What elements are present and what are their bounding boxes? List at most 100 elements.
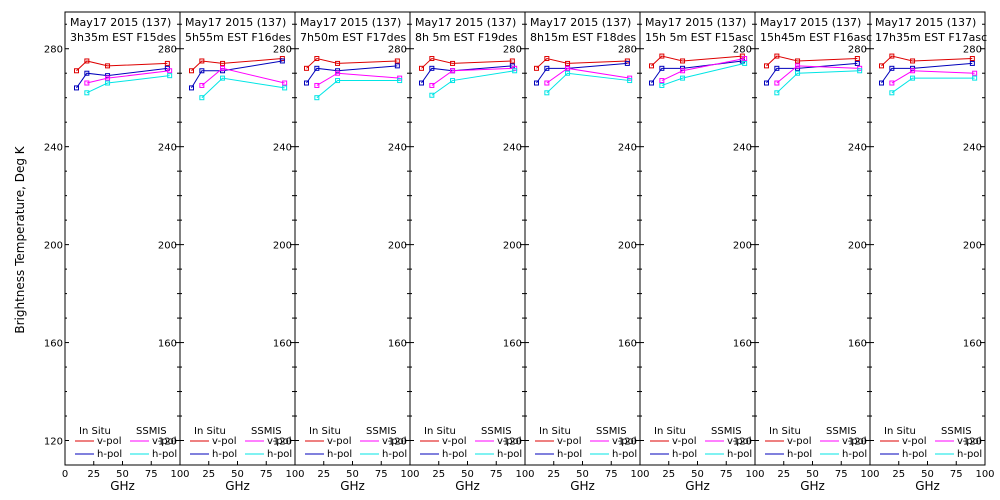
- data-point-in_situ_h: [304, 80, 309, 86]
- series-line-ssmis_h: [891, 77, 975, 94]
- x-tick-label: 100: [745, 469, 764, 480]
- data-point-ssmis_h: [167, 73, 173, 79]
- legend-in-situ-title: In Situ: [884, 426, 916, 437]
- panel-4: 120 160 200 240 280 25 50 75 100 GHz May17 2015 (1…: [409, 11, 535, 493]
- x-tick-label: 50: [116, 469, 129, 480]
- legend-in-situ-title: In Situ: [539, 426, 571, 437]
- y-tick-label: 120: [388, 437, 407, 448]
- data-point-ssmis_v: [659, 78, 665, 84]
- legend-ssmis-h-label: h-pol: [497, 449, 522, 460]
- data-point-in_situ_h: [314, 65, 320, 71]
- series-line-in_situ_h: [766, 62, 858, 84]
- x-axis-label: GHz: [340, 479, 365, 493]
- panel-frame: [294, 11, 411, 466]
- data-point-ssmis_v: [889, 80, 895, 86]
- y-tick-label: 120: [273, 437, 292, 448]
- y-tick-label: 200: [963, 241, 982, 252]
- data-point-ssmis_v: [282, 80, 288, 86]
- y-tick-label: 200: [158, 241, 177, 252]
- data-point-ssmis_h: [512, 68, 518, 74]
- left-y-tick-label: 280: [44, 45, 63, 56]
- data-point-in_situ_v: [450, 60, 456, 66]
- legend-ssmis-v-label: v-pol: [267, 436, 292, 447]
- legend-in-situ-v-label: v-pol: [672, 436, 697, 447]
- y-axis-label: Brightness Temperature, Deg K: [13, 145, 27, 333]
- data-point-in_situ_h: [419, 80, 424, 86]
- data-point-in_situ_v: [854, 56, 860, 62]
- legend-in-situ-title: In Situ: [424, 426, 456, 437]
- panel-frame: [754, 11, 871, 466]
- data-point-ssmis_h: [544, 90, 550, 96]
- panel-frame: [869, 11, 986, 466]
- legend-ssmis-h-label: h-pol: [612, 449, 637, 460]
- x-tick-label: 75: [490, 469, 503, 480]
- x-tick-label: 100: [515, 469, 534, 480]
- data-point-ssmis_h: [627, 78, 633, 84]
- panel-7: 120 160 200 240 280 25 50 75 100 GHz May17 2015 (1…: [754, 11, 880, 493]
- data-point-ssmis_h: [199, 95, 205, 101]
- data-point-in_situ_h: [279, 58, 285, 64]
- series-line-ssmis_v: [86, 70, 170, 84]
- series-line-in_situ_h: [536, 62, 628, 84]
- data-point-in_situ_v: [220, 60, 226, 66]
- series-line-in_situ_v: [881, 55, 973, 67]
- data-point-in_situ_h: [544, 65, 550, 71]
- legend-ssmis-h-label: h-pol: [727, 449, 752, 460]
- y-tick-label: 160: [388, 339, 407, 350]
- legend-in-situ-title: In Situ: [654, 426, 686, 437]
- data-point-in_situ_v: [74, 68, 79, 74]
- data-point-in_situ_v: [84, 58, 90, 64]
- data-point-in_situ_v: [879, 63, 884, 69]
- legend-in-situ-title: In Situ: [194, 426, 226, 437]
- y-tick-label: 160: [733, 339, 752, 350]
- series-line-in_situ_v: [191, 58, 283, 72]
- y-tick-label: 280: [733, 45, 752, 56]
- y-tick-label: 240: [503, 143, 522, 154]
- data-point-in_situ_h: [854, 60, 860, 66]
- y-tick-label: 280: [618, 45, 637, 56]
- y-tick-label: 120: [963, 437, 982, 448]
- legend-ssmis-v-label: v-pol: [842, 436, 867, 447]
- series-line-in_situ_h: [421, 65, 513, 84]
- legend-in-situ-h-label: h-pol: [212, 449, 237, 460]
- panel-subtitle: 8h 5m EST F19des: [415, 31, 518, 44]
- legend-ssmis-title: SSMIS: [941, 426, 972, 437]
- data-point-in_situ_v: [164, 60, 170, 66]
- left-y-tick-label: 120: [44, 437, 63, 448]
- data-point-in_situ_v: [910, 58, 916, 64]
- x-axis-label: GHz: [110, 479, 135, 493]
- panel-subtitle: 5h55m EST F16des: [185, 31, 291, 44]
- data-point-ssmis_h: [105, 80, 111, 86]
- series-line-in_situ_v: [421, 57, 513, 69]
- data-point-in_situ_v: [394, 58, 400, 64]
- y-tick-label: 280: [503, 45, 522, 56]
- data-point-in_situ_h: [84, 70, 90, 76]
- data-point-in_situ_h: [889, 65, 895, 71]
- data-point-in_situ_v: [335, 60, 341, 66]
- x-tick-label: 100: [860, 469, 879, 480]
- x-tick-label: 100: [170, 469, 189, 480]
- y-tick-label: 200: [273, 241, 292, 252]
- x-tick-label: 100: [285, 469, 304, 480]
- data-point-in_situ_h: [774, 65, 780, 71]
- panel-title: May17 2015 (137): [530, 16, 631, 29]
- panel-frame: [179, 11, 296, 466]
- data-point-in_situ_h: [429, 65, 435, 71]
- data-point-in_situ_v: [764, 63, 769, 69]
- data-point-in_situ_v: [680, 58, 686, 64]
- y-tick-label: 240: [273, 143, 292, 154]
- x-tick-label: 50: [461, 469, 474, 480]
- data-point-ssmis_h: [774, 90, 780, 96]
- y-tick-label: 120: [503, 437, 522, 448]
- data-point-ssmis_v: [84, 80, 90, 86]
- panel-5: 120 160 200 240 280 25 50 75 100 GHz May17 2015 (1…: [524, 11, 650, 493]
- data-point-in_situ_v: [774, 53, 780, 59]
- panel-subtitle: 7h50m EST F17des: [300, 31, 406, 44]
- panel-title: May17 2015 (137): [875, 16, 976, 29]
- data-point-ssmis_h: [84, 90, 90, 96]
- x-tick-label: 75: [950, 469, 963, 480]
- data-point-ssmis_v: [972, 70, 978, 76]
- legend-ssmis-v-label: v-pol: [727, 436, 752, 447]
- y-tick-label: 280: [158, 45, 177, 56]
